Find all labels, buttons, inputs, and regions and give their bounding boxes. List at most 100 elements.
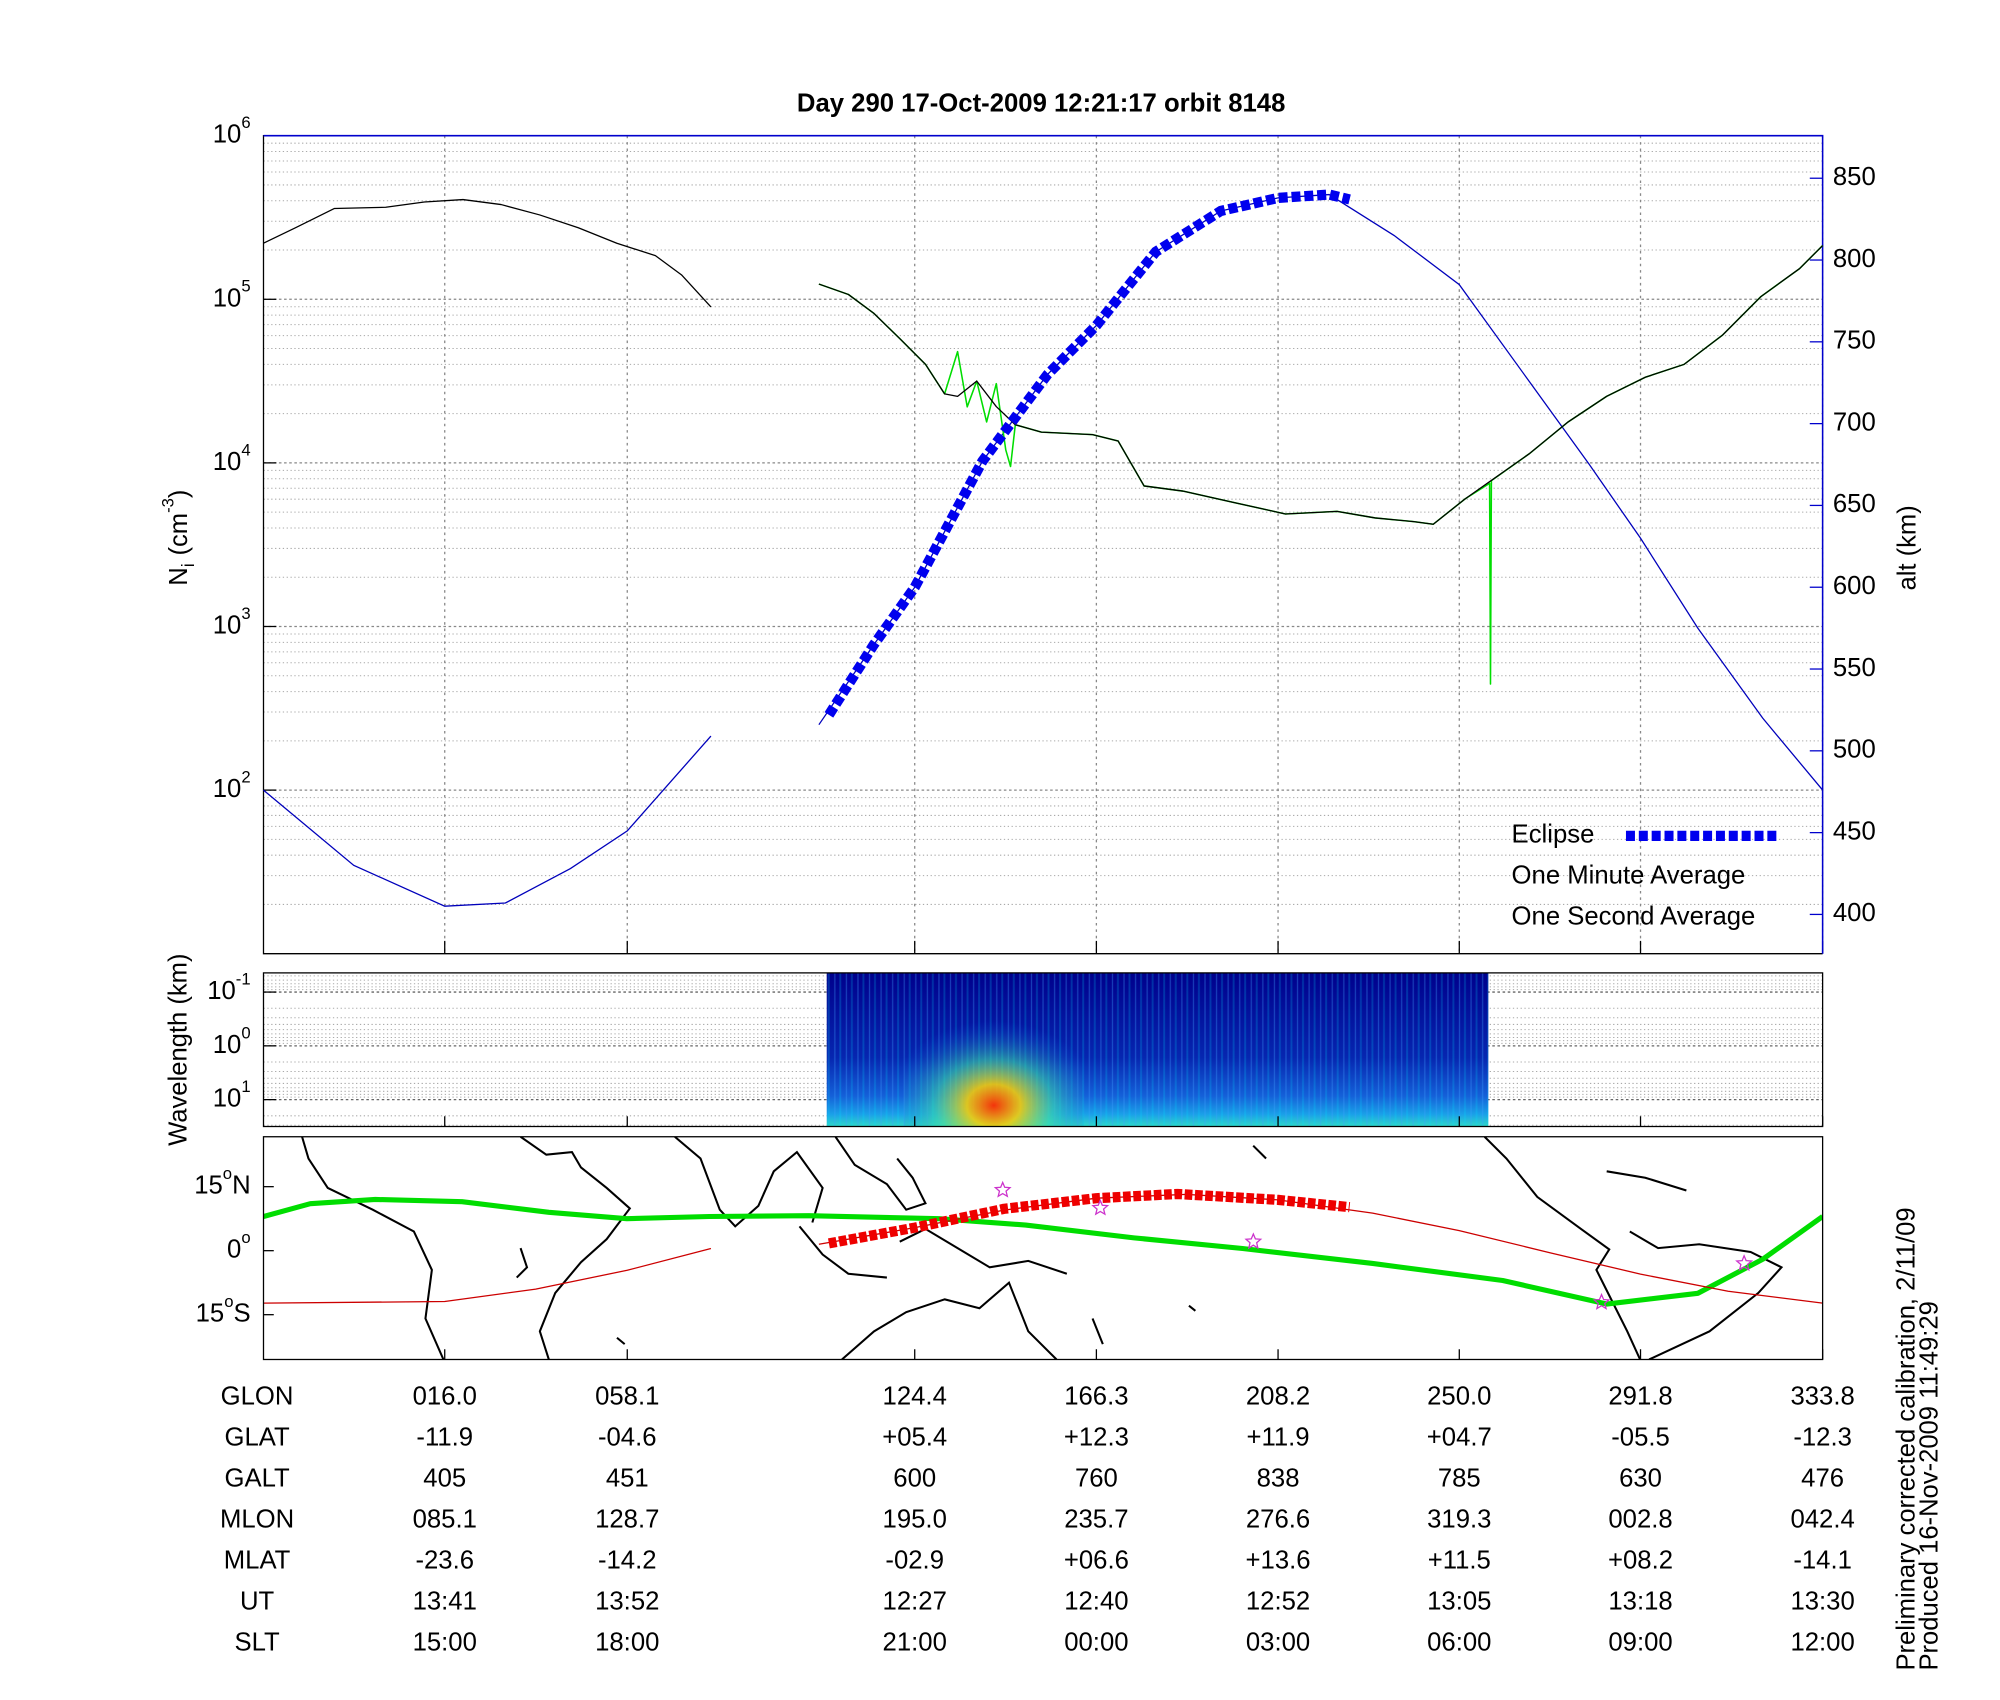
x-tick-label: 333.8 [1790, 1383, 1854, 1411]
tick-label-sup: 4 [241, 441, 250, 460]
table-cell: -11.9 [416, 1424, 473, 1452]
legend-label: One Second Average [1512, 903, 1756, 931]
marker-star [993, 1180, 1012, 1198]
x-tick-label: 058.1 [595, 1383, 659, 1411]
table-row-name: GLAT [224, 1424, 290, 1452]
x-tick-label: 291.8 [1608, 1383, 1672, 1411]
table-cell: +11.5 [1428, 1547, 1491, 1575]
tick-label: 100 [213, 1024, 251, 1059]
legend-label: One Minute Average [1512, 862, 1746, 890]
table-cell: 195.0 [883, 1506, 947, 1534]
coastline [515, 1247, 529, 1279]
table-cell: 15:00 [413, 1628, 477, 1656]
table-cell: 128.7 [595, 1506, 659, 1534]
footnote: Preliminary corrected calibration, 2/11/… [1892, 1207, 1920, 1670]
table-cell: -04.6 [598, 1424, 657, 1452]
axis-frame [262, 1136, 1824, 1361]
tick-label-sup: 3 [241, 604, 250, 623]
y2-axis [263, 134, 1824, 954]
table-cell: 451 [606, 1465, 649, 1493]
tick-label: 750 [1833, 327, 1876, 355]
y2-axis-label: alt (km) [1893, 505, 1921, 590]
x-tick-label: 166.3 [1064, 1383, 1128, 1411]
table-cell: 042.4 [1790, 1506, 1854, 1534]
legend-label: Eclipse [1512, 821, 1595, 849]
tick-label-sup: o [224, 1293, 233, 1312]
x-tick-label: 250.0 [1427, 1383, 1491, 1411]
tick-label: 104 [213, 441, 251, 476]
table-cell: -23.6 [415, 1547, 474, 1575]
tick-label-base: 10 [207, 977, 236, 1005]
table-cell: 12:00 [1790, 1628, 1854, 1656]
tick-label-suffix: S [233, 1299, 250, 1327]
table-cell: 235.7 [1064, 1506, 1128, 1534]
tick-label-base: 10 [213, 448, 242, 476]
tick-label-base: 10 [213, 1031, 242, 1059]
table-cell: 760 [1075, 1465, 1118, 1493]
axis-frame [262, 972, 1824, 1128]
coastlines [301, 1136, 1784, 1360]
tick-label: 800 [1833, 245, 1876, 273]
y-label-sup: -3 [159, 498, 178, 513]
marker-star [1592, 1292, 1611, 1310]
table-row-name: MLAT [224, 1547, 291, 1575]
table-cell: +11.9 [1246, 1424, 1309, 1452]
tick-label-sup: o [241, 1229, 250, 1248]
table-cell: 600 [893, 1465, 936, 1493]
tick-label: 400 [1833, 899, 1876, 927]
table-cell: -14.1 [1793, 1547, 1852, 1575]
tick-label-base: 15 [196, 1299, 225, 1327]
table-cell: 09:00 [1608, 1628, 1672, 1656]
marker-star [1735, 1254, 1754, 1272]
tick-label-sup: 2 [241, 768, 250, 787]
tick-label: 500 [1833, 736, 1876, 764]
tick-label: 106 [213, 114, 251, 149]
table-cell: -05.5 [1611, 1424, 1670, 1452]
table-cell: 13:18 [1608, 1588, 1672, 1616]
tick-label: 103 [213, 604, 251, 639]
tick-label: 700 [1833, 408, 1876, 436]
track-line [827, 1188, 1351, 1249]
table-cell: 12:40 [1064, 1588, 1128, 1616]
table-cell: 03:00 [1246, 1628, 1310, 1656]
coastline [519, 1136, 632, 1360]
table-cell: +04.7 [1427, 1424, 1492, 1452]
tick-label: 15oS [196, 1293, 251, 1328]
coastline [1606, 1170, 1687, 1192]
y-axis-label: Wavelength (km) [165, 953, 193, 1145]
table-row-name: SLT [234, 1628, 280, 1656]
tick-label-sup: 6 [241, 114, 250, 133]
coastline [1483, 1136, 1642, 1360]
table-cell: 276.6 [1246, 1506, 1310, 1534]
table-cell: +08.2 [1608, 1547, 1673, 1575]
marker-star [1244, 1232, 1263, 1250]
tick-label: 0o [227, 1229, 251, 1264]
table-cell: 00:00 [1064, 1628, 1128, 1656]
tick-label-suffix: N [232, 1171, 251, 1199]
coastline [616, 1144, 1267, 1345]
tick-label: 102 [213, 768, 251, 803]
table-cell: 838 [1257, 1465, 1300, 1493]
tick-label-sup: -1 [236, 970, 251, 989]
chart-title: Day 290 17-Oct-2009 12:21:17 orbit 8148 [797, 90, 1285, 118]
table-cell: 002.8 [1608, 1506, 1672, 1534]
track-line [263, 1193, 1823, 1304]
table-row-name: UT [240, 1588, 275, 1616]
coastline [798, 1225, 887, 1279]
table-cell: 319.3 [1427, 1506, 1491, 1534]
table-cell: 785 [1438, 1465, 1481, 1493]
y-label-close: ) [165, 490, 193, 499]
table-cell: 405 [423, 1465, 466, 1493]
table-cell: 12:52 [1246, 1588, 1310, 1616]
tick-label: 10-1 [207, 970, 250, 1005]
track-line [263, 1196, 1823, 1307]
table-cell: +06.6 [1064, 1547, 1129, 1575]
table-cell: 06:00 [1427, 1628, 1491, 1656]
y-label-sub: i [178, 563, 198, 567]
table-cell: 18:00 [595, 1628, 659, 1656]
coastline [899, 1227, 1068, 1275]
table-cell: 21:00 [883, 1628, 947, 1656]
tick-label: 600 [1833, 572, 1876, 600]
